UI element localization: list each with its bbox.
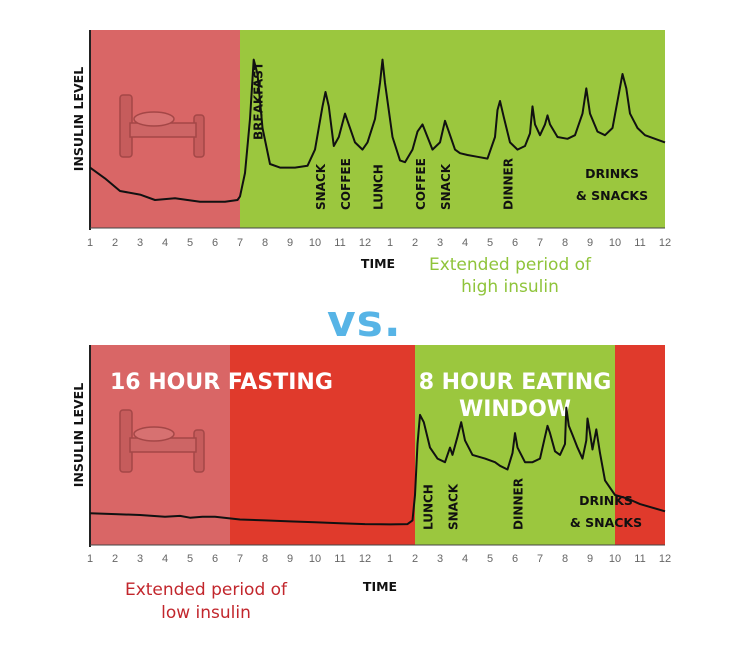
insulin-line: [89, 406, 666, 526]
region-label: 8 HOUR EATING: [419, 370, 612, 395]
x-tick-label: 8: [562, 237, 568, 249]
x-tick-label: 9: [587, 237, 593, 249]
bed-pillow: [133, 426, 175, 442]
x-tick-label: 4: [462, 237, 468, 249]
region-eating: [240, 30, 665, 228]
x-tick-label: 4: [162, 237, 168, 249]
x-tick-label: 11: [634, 553, 645, 565]
y-axis-label: INSULIN LEVEL: [71, 67, 86, 171]
x-tick-label: 11: [334, 237, 345, 249]
meal-annotation: SNACK: [439, 163, 453, 210]
bed-icon: [119, 94, 205, 158]
x-tick-label: 6: [512, 237, 518, 249]
drinks-snacks-label: & SNACKS: [570, 515, 642, 530]
bed-icon: [119, 409, 205, 473]
x-tick-label: 10: [609, 237, 621, 249]
x-tick-label: 8: [562, 553, 568, 565]
meal-annotation: SNACK: [314, 163, 328, 210]
x-tick-label: 9: [587, 553, 593, 565]
x-tick-label: 2: [412, 553, 418, 565]
x-tick-label: 6: [212, 553, 218, 565]
meal-annotation: LUNCH: [422, 484, 436, 530]
region-label: WINDOW: [459, 397, 571, 422]
bed-pillow: [133, 111, 175, 127]
drinks-snacks-label: & SNACKS: [576, 188, 648, 203]
x-tick-label: 6: [212, 237, 218, 249]
x-tick-label: 10: [309, 553, 321, 565]
region-fasting: [615, 345, 665, 545]
x-axis-label: TIME: [361, 256, 395, 271]
x-axis-label: TIME: [363, 579, 397, 594]
x-tick-label: 2: [412, 237, 418, 249]
y-axis-label: INSULIN LEVEL: [71, 383, 86, 487]
meal-annotation: COFFEE: [339, 158, 353, 210]
region-label: 16 HOUR FASTING: [110, 370, 333, 395]
x-tick-label: 12: [359, 237, 371, 249]
x-tick-label: 6: [512, 553, 518, 565]
x-tick-label: 5: [487, 237, 493, 249]
drinks-snacks-label: DRINKS: [585, 166, 639, 181]
x-tick-label: 3: [437, 553, 443, 565]
x-tick-label: 3: [437, 237, 443, 249]
x-tick-label: 12: [659, 553, 671, 565]
x-tick-label: 3: [137, 237, 143, 249]
meal-annotation: DINNER: [502, 158, 516, 210]
insulin-note: low insulin: [161, 603, 251, 623]
meal-annotation: BREAKFAST: [252, 61, 266, 140]
x-tick-label: 7: [237, 553, 243, 565]
x-tick-label: 8: [262, 553, 268, 565]
region-eating: [415, 345, 615, 545]
insulin-note: high insulin: [461, 277, 559, 297]
x-tick-label: 5: [187, 553, 193, 565]
x-tick-label: 9: [287, 237, 293, 249]
x-tick-label: 2: [112, 553, 118, 565]
x-tick-label: 2: [112, 237, 118, 249]
insulin-note: Extended period of: [125, 580, 288, 600]
x-tick-label: 8: [262, 237, 268, 249]
x-tick-label: 11: [334, 553, 345, 565]
x-tick-label: 4: [462, 553, 468, 565]
x-tick-label: 1: [387, 237, 393, 249]
x-tick-label: 11: [634, 237, 645, 249]
x-tick-label: 3: [137, 553, 143, 565]
x-tick-label: 10: [609, 553, 621, 565]
x-tick-label: 1: [87, 553, 93, 565]
meal-annotation: COFFEE: [414, 158, 428, 210]
x-tick-label: 12: [659, 237, 671, 249]
x-tick-label: 9: [287, 553, 293, 565]
drinks-snacks-label: DRINKS: [579, 493, 633, 508]
x-tick-label: 1: [87, 237, 93, 249]
vs-label: vs.: [327, 296, 402, 347]
region-fasting: [230, 345, 415, 545]
x-tick-label: 4: [162, 553, 168, 565]
x-tick-label: 7: [537, 237, 543, 249]
meal-annotation: DINNER: [512, 478, 526, 530]
x-tick-label: 1: [387, 553, 393, 565]
x-tick-label: 12: [359, 553, 371, 565]
insulin-line: [89, 58, 666, 203]
x-tick-label: 7: [237, 237, 243, 249]
x-tick-label: 5: [187, 237, 193, 249]
meal-annotation: SNACK: [447, 483, 461, 530]
meal-annotation: LUNCH: [372, 164, 386, 210]
x-tick-label: 5: [487, 553, 493, 565]
insulin-note: Extended period of: [429, 255, 592, 275]
x-tick-label: 10: [309, 237, 321, 249]
x-tick-label: 7: [537, 553, 543, 565]
